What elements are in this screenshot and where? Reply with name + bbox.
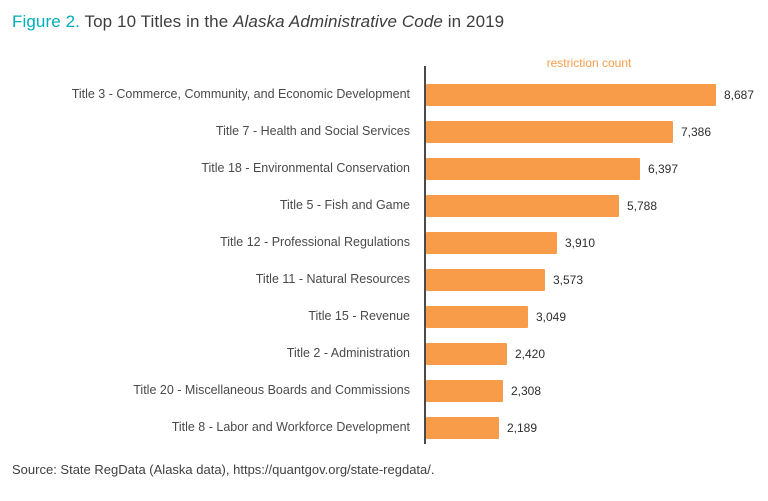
chart-row: Title 11 - Natural Resources 3,573 <box>12 261 752 298</box>
chart-row: Title 5 - Fish and Game 5,788 <box>12 187 752 224</box>
chart-row: Title 3 - Commerce, Community, and Econo… <box>12 76 755 113</box>
bar <box>426 305 528 328</box>
chart-row: Title 8 - Labor and Workforce Developmen… <box>12 409 752 446</box>
category-label: Title 2 - Administration <box>286 346 410 361</box>
category-label: Title 12 - Professional Regulations <box>220 235 410 250</box>
bar <box>426 120 673 143</box>
value-label: 8,687 <box>724 87 755 102</box>
chart-row: Title 18 - Environmental Conservation 6,3… <box>12 150 752 187</box>
category-label: Title 3 - Commerce, Community, and Econo… <box>71 87 410 102</box>
category-label: Title 7 - Health and Social Services <box>215 124 410 139</box>
chart-row: Title 7 - Health and Social Services 7,38… <box>12 113 752 150</box>
bar-track: 5,788 <box>424 194 752 217</box>
title-text-before: Top 10 Titles in the <box>80 12 234 31</box>
value-label: 2,308 <box>511 383 542 398</box>
value-label: 3,049 <box>536 309 567 324</box>
bar <box>426 157 640 180</box>
bar <box>426 231 557 254</box>
bar <box>426 268 545 291</box>
value-label: 3,573 <box>553 272 584 287</box>
title-text-after: in 2019 <box>442 12 505 31</box>
chart-row: Title 15 - Revenue 3,049 <box>12 298 752 335</box>
figure-number: Figure 2. <box>12 12 80 31</box>
bar-track: 2,420 <box>424 342 752 365</box>
bar-track: 8,687 <box>424 83 755 106</box>
value-label: 3,910 <box>565 235 596 250</box>
figure-title: Figure 2. Top 10 Titles in the Alaska Ad… <box>12 12 752 32</box>
category-label: Title 15 - Revenue <box>308 309 410 324</box>
value-label: 2,189 <box>507 420 538 435</box>
bar <box>426 416 499 439</box>
chart-row: Title 2 - Administration 2,420 <box>12 335 752 372</box>
bar-track: 3,573 <box>424 268 752 291</box>
bar-track: 6,397 <box>424 157 752 180</box>
bar <box>426 83 716 106</box>
axis-label: restriction count <box>546 56 632 70</box>
value-label: 7,386 <box>681 124 712 139</box>
bar <box>426 194 619 217</box>
bar-track: 2,308 <box>424 379 752 402</box>
chart-row: Title 20 - Miscellaneous Boards and Comm… <box>12 372 752 409</box>
axis-label-spacer <box>12 56 424 70</box>
value-label: 5,788 <box>627 198 658 213</box>
bar <box>426 342 507 365</box>
value-label: 2,420 <box>515 346 546 361</box>
bar-track: 3,910 <box>424 231 752 254</box>
axis-label-row: restriction count <box>12 56 752 70</box>
category-label: Title 11 - Natural Resources <box>255 272 410 287</box>
chart-row: Title 12 - Professional Regulations 3,910 <box>12 224 752 261</box>
category-label: Title 20 - Miscellaneous Boards and Comm… <box>133 383 410 398</box>
category-label: Title 8 - Labor and Workforce Developmen… <box>171 420 410 435</box>
bar-track: 2,189 <box>424 416 752 439</box>
bar-track: 7,386 <box>424 120 752 143</box>
bar-track: 3,049 <box>424 305 752 328</box>
source-note: Source: State RegData (Alaska data), htt… <box>12 462 435 477</box>
bar-chart: restriction count Title 3 - Commerce, Co… <box>12 56 755 446</box>
category-label: Title 18 - Environmental Conservation <box>201 161 410 176</box>
chart-rows: Title 3 - Commerce, Community, and Econo… <box>12 66 755 446</box>
value-label: 6,397 <box>648 161 679 176</box>
bar <box>426 379 503 402</box>
category-label: Title 5 - Fish and Game <box>279 198 410 213</box>
title-italic-text: Alaska Administrative Code <box>233 12 443 31</box>
